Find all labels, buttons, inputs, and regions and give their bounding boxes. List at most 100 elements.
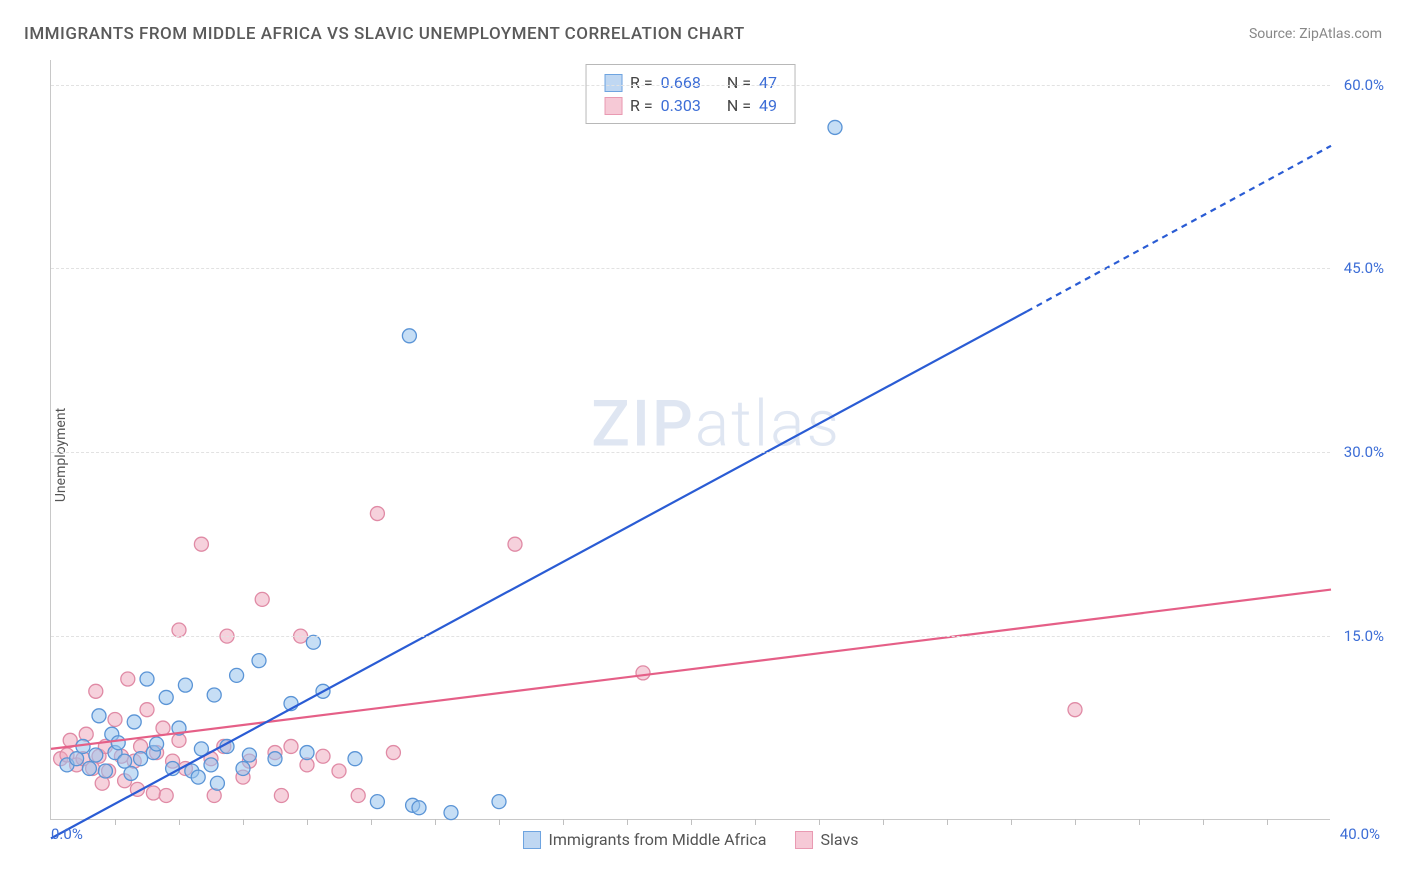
x-tick-mark bbox=[371, 819, 372, 825]
x-tick-mark bbox=[883, 819, 884, 825]
blue-point bbox=[159, 690, 173, 704]
x-tick-mark bbox=[1139, 819, 1140, 825]
gridline bbox=[51, 452, 1330, 453]
blue-point bbox=[402, 329, 416, 343]
blue-point bbox=[492, 795, 506, 809]
pink-point bbox=[121, 672, 135, 686]
blue-point bbox=[178, 678, 192, 692]
legend-r-value: 0.668 bbox=[661, 73, 701, 92]
legend-row: R = 0.668 N = 47 bbox=[604, 71, 777, 94]
x-tick-mark bbox=[499, 819, 500, 825]
legend-n-value: 47 bbox=[759, 73, 777, 92]
blue-point bbox=[242, 748, 256, 762]
pink-point bbox=[172, 623, 186, 637]
blue-trend-line bbox=[51, 311, 1027, 838]
blue-point bbox=[210, 776, 224, 790]
legend-r-value: 0.303 bbox=[661, 96, 701, 115]
y-tick-label: 15.0% bbox=[1344, 627, 1384, 645]
legend-n-label: N = bbox=[727, 96, 751, 115]
blue-point bbox=[236, 762, 250, 776]
chart-container: Unemployment ZIPatlas R =0.668N =47R =0.… bbox=[50, 60, 1380, 850]
blue-point bbox=[150, 737, 164, 751]
pink-point bbox=[156, 721, 170, 735]
legend-n-label: N = bbox=[727, 73, 751, 92]
legend-swatch bbox=[523, 831, 541, 849]
series-legend-item: Immigrants from Middle Africa bbox=[523, 830, 767, 849]
correlation-legend: R = 0.668 N = 47 R = 0.303 N = 49 bbox=[585, 64, 796, 124]
gridline bbox=[51, 268, 1330, 269]
blue-point bbox=[127, 715, 141, 729]
x-tick-mark bbox=[1267, 819, 1268, 825]
blue-point bbox=[268, 752, 282, 766]
legend-n-value: 49 bbox=[759, 96, 777, 115]
blue-point bbox=[124, 766, 138, 780]
pink-point bbox=[194, 537, 208, 551]
x-tick-mark bbox=[1203, 819, 1204, 825]
pink-point bbox=[370, 507, 384, 521]
x-tick-mark bbox=[243, 819, 244, 825]
gridline bbox=[51, 636, 1330, 637]
pink-point bbox=[274, 788, 288, 802]
blue-point bbox=[412, 801, 426, 815]
pink-point bbox=[636, 666, 650, 680]
pink-point bbox=[108, 712, 122, 726]
x-tick-mark bbox=[819, 819, 820, 825]
x-tick-mark bbox=[755, 819, 756, 825]
y-tick-label: 30.0% bbox=[1344, 443, 1384, 461]
pink-point bbox=[89, 684, 103, 698]
series-legend-label: Slavs bbox=[821, 830, 859, 849]
x-tick-mark bbox=[691, 819, 692, 825]
blue-point bbox=[348, 752, 362, 766]
gridline bbox=[51, 85, 1330, 86]
legend-swatch bbox=[604, 74, 622, 92]
pink-point bbox=[255, 592, 269, 606]
blue-point bbox=[89, 748, 103, 762]
blue-trend-line-dashed bbox=[1027, 146, 1331, 311]
legend-row: R = 0.303 N = 49 bbox=[604, 94, 777, 117]
x-tick-mark bbox=[627, 819, 628, 825]
x-axis-max-label: 40.0% bbox=[1340, 825, 1380, 843]
x-tick-mark bbox=[1011, 819, 1012, 825]
y-tick-label: 45.0% bbox=[1344, 259, 1384, 277]
blue-point bbox=[98, 764, 112, 778]
legend-r-label: R = bbox=[630, 73, 653, 92]
pink-point bbox=[508, 537, 522, 551]
legend-r-label: R = bbox=[630, 96, 653, 115]
pink-point bbox=[146, 786, 160, 800]
pink-point bbox=[351, 788, 365, 802]
pink-point bbox=[140, 703, 154, 717]
plot-region: ZIPatlas R =0.668N =47R =0.303N =49 0.0%… bbox=[50, 60, 1330, 820]
blue-point bbox=[207, 688, 221, 702]
blue-point bbox=[828, 120, 842, 134]
pink-point bbox=[316, 749, 330, 763]
blue-point bbox=[300, 746, 314, 760]
pink-point bbox=[332, 764, 346, 778]
x-axis-min-label: 0.0% bbox=[51, 825, 83, 843]
legend-swatch bbox=[795, 831, 813, 849]
blue-point bbox=[140, 672, 154, 686]
x-tick-mark bbox=[435, 819, 436, 825]
blue-point bbox=[306, 635, 320, 649]
blue-point bbox=[230, 668, 244, 682]
blue-point bbox=[204, 758, 218, 772]
blue-point bbox=[92, 709, 106, 723]
blue-point bbox=[191, 770, 205, 784]
plot-svg bbox=[51, 60, 1331, 820]
blue-point bbox=[134, 752, 148, 766]
legend-swatch bbox=[604, 97, 622, 115]
pink-point bbox=[284, 739, 298, 753]
pink-point bbox=[386, 746, 400, 760]
x-tick-mark bbox=[179, 819, 180, 825]
x-tick-mark bbox=[947, 819, 948, 825]
x-tick-mark bbox=[115, 819, 116, 825]
pink-point bbox=[159, 788, 173, 802]
series-legend: Immigrants from Middle Africa Slavs bbox=[523, 830, 859, 849]
series-legend-item: Slavs bbox=[795, 830, 859, 849]
source-attribution: Source: ZipAtlas.com bbox=[1249, 26, 1382, 42]
y-tick-label: 60.0% bbox=[1344, 76, 1384, 94]
x-tick-mark bbox=[1075, 819, 1076, 825]
chart-title: IMMIGRANTS FROM MIDDLE AFRICA VS SLAVIC … bbox=[24, 24, 745, 44]
blue-point bbox=[111, 736, 125, 750]
pink-point bbox=[1068, 703, 1082, 717]
x-tick-mark bbox=[563, 819, 564, 825]
